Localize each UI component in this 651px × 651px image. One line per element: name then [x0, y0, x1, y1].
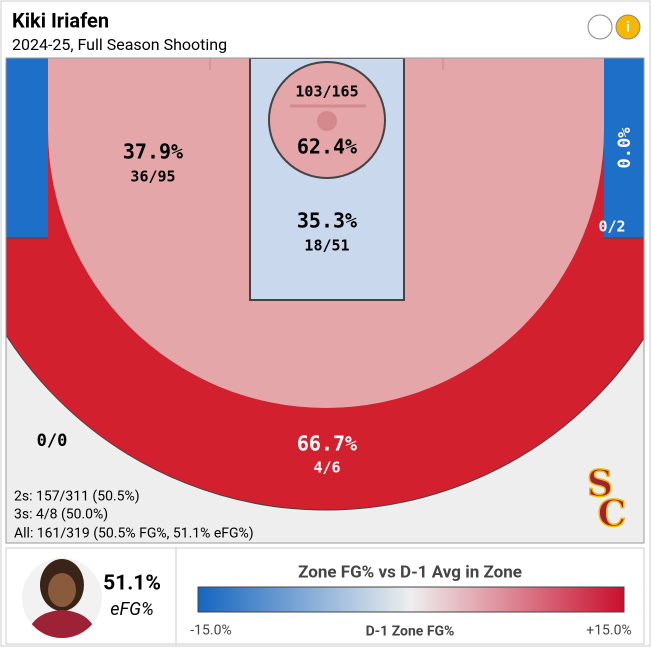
zone-left-corner — [6, 58, 48, 238]
legend-max: +15.0% — [586, 623, 632, 639]
legend-min: -15.0% — [190, 623, 231, 639]
zone-right-corner — [604, 58, 644, 238]
legend-axis: D-1 Zone FG% — [366, 624, 455, 640]
player-label: eFG% — [110, 599, 154, 620]
summary-line: All: 161/319 (50.5% FG%, 51.1% eFG%) — [14, 526, 254, 542]
color-bar — [197, 586, 625, 613]
subtitle: 2024-25, Full Season Shooting — [12, 35, 227, 54]
summary-line: 3s: 4/8 (50.0%) — [14, 507, 108, 523]
zone-attempts: 18/51 — [304, 237, 349, 255]
summary-line: 2s: 157/311 (50.5%) — [14, 489, 140, 505]
zone-pct: 0.0% — [615, 127, 635, 169]
logo-letter: C — [598, 493, 627, 535]
player-value: 51.1% — [103, 572, 161, 596]
player-photo — [22, 558, 102, 638]
info-icon[interactable] — [615, 14, 641, 40]
zone-pct: 66.7% — [297, 432, 357, 456]
zone-attempts: 0/2 — [598, 218, 625, 236]
legend-title: Zone FG% vs D-1 Avg in Zone — [298, 562, 522, 582]
toggle-icon[interactable] — [587, 14, 613, 40]
zone-attempts: 4/6 — [313, 459, 340, 477]
zone-pct: 62.4% — [297, 135, 357, 159]
logo-letter: S — [587, 463, 613, 505]
court-border — [5, 57, 645, 544]
title: Kiki Iriafen — [12, 8, 109, 32]
zone-attempts: 36/95 — [130, 168, 175, 186]
zone-pct: 35.3% — [297, 209, 357, 233]
zone-attempts: 0/0 — [37, 431, 68, 451]
court — [6, 58, 644, 543]
zone-attempts: 103/165 — [295, 83, 358, 101]
rim — [317, 111, 337, 131]
info-glyph: i — [626, 20, 630, 36]
zone-pct: 37.9% — [123, 140, 183, 164]
